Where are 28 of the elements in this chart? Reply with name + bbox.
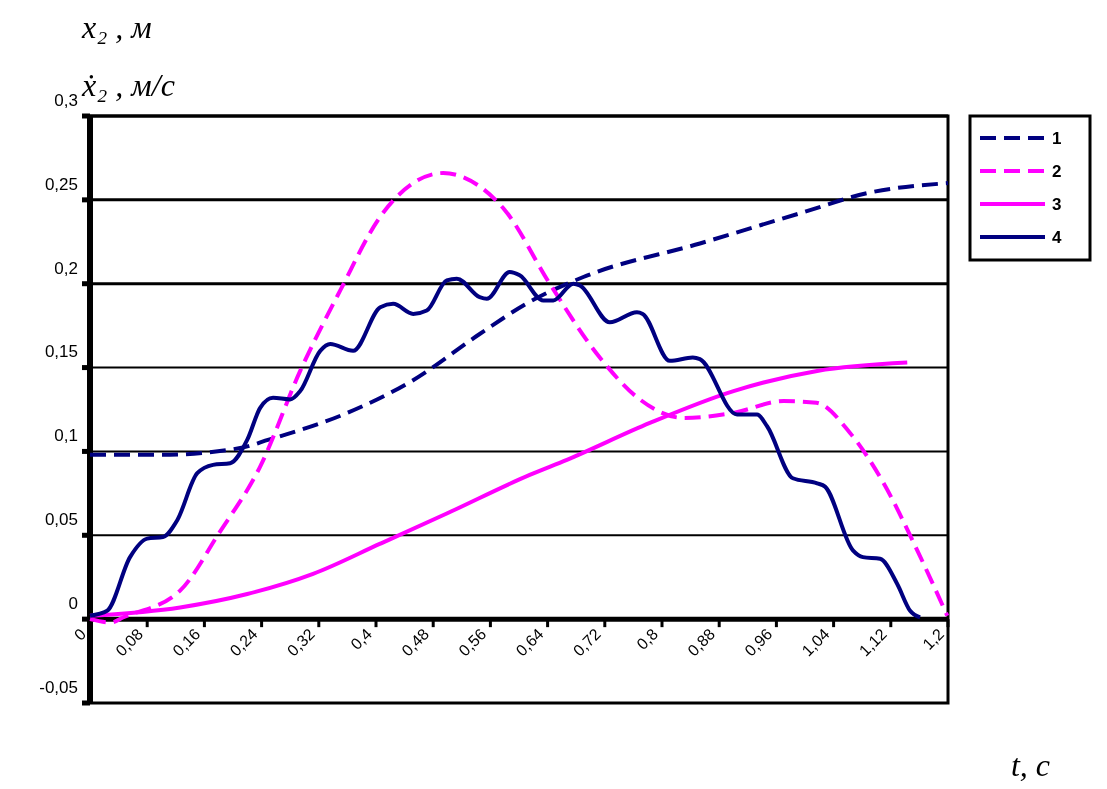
y-tick-label: 0,25 [44, 174, 78, 194]
y-tick-label: 0,1 [54, 426, 78, 446]
x-tick-label: 0,56 [455, 625, 490, 660]
legend-label: 2 [1052, 161, 1062, 181]
x-tick-label: 0,88 [684, 625, 719, 660]
x-tick-label: 0,4 [347, 625, 376, 653]
legend-label: 4 [1052, 227, 1062, 247]
x-tick-label: 0,08 [112, 625, 147, 660]
y-tick-label: 0,3 [54, 90, 78, 110]
x-tick-label: 0,24 [226, 625, 261, 660]
x-tick-label: 0,32 [283, 625, 318, 660]
x-tick-label: 0,48 [398, 625, 433, 660]
x-tick-label: 0,8 [633, 625, 662, 653]
y-tick-label: 0 [68, 593, 78, 613]
y-tick-label: 0,15 [44, 342, 78, 362]
x-tick-label: 0,72 [569, 625, 604, 660]
y-tick-label: 0,05 [44, 510, 78, 530]
x-tick-label: 0,96 [741, 625, 776, 660]
y-tick-label: -0,05 [39, 677, 78, 697]
y-axis-title: x₂ , м ẋ₂ , м/с [81, 9, 175, 103]
x-tick-label: 0,16 [169, 625, 204, 660]
legend-label: 3 [1052, 194, 1062, 214]
y-tick-label: 0,2 [54, 258, 78, 278]
x-tick-label: 1,2 [919, 625, 948, 653]
x-tick-label: 0,64 [512, 625, 547, 660]
x-axis-title: t, с [1010, 747, 1050, 783]
x-tick-label: 0 [70, 625, 90, 644]
legend-label: 1 [1052, 128, 1062, 148]
